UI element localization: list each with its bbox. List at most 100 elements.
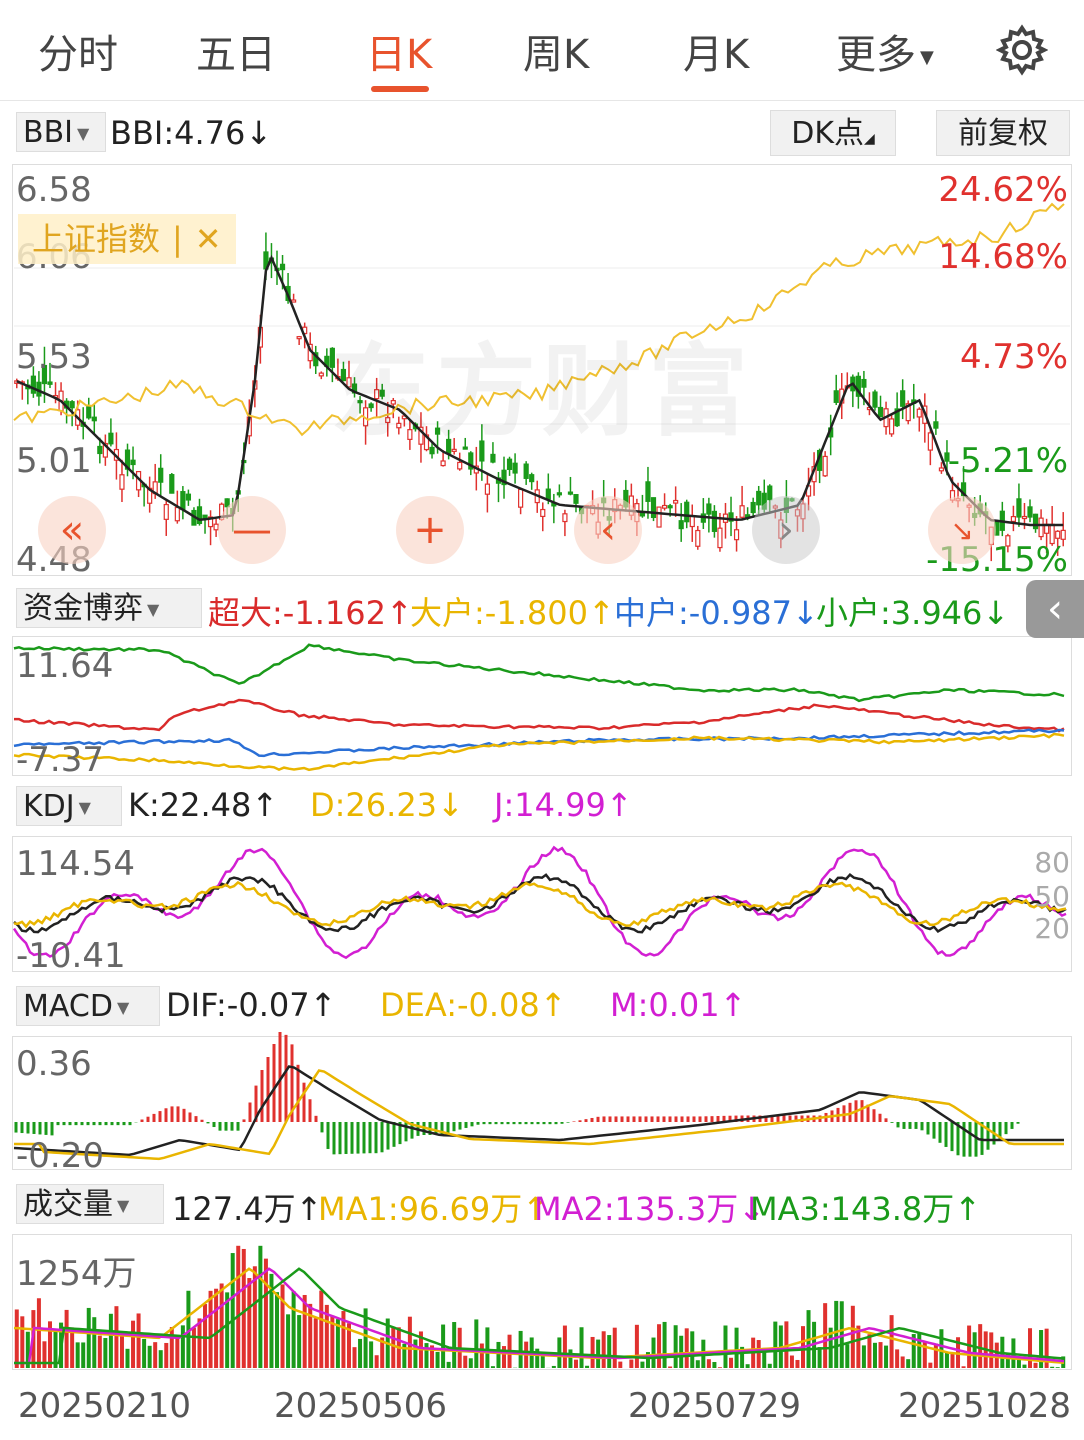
money-flow-select[interactable]: 资金博弈 ▼ <box>16 588 202 628</box>
volume-bar <box>324 1304 329 1368</box>
caret-down-icon: ▼ <box>117 1195 130 1215</box>
macd-frame[interactable] <box>12 1036 1072 1170</box>
volume-bar <box>407 1316 412 1368</box>
chevron-left-icon[interactable]: ‹ <box>574 496 642 564</box>
tab-monthly-k[interactable]: 月K <box>683 32 750 78</box>
reset-arrow-icon[interactable]: ↘ <box>928 496 996 564</box>
adjust-price-button[interactable]: 前复权 <box>936 110 1070 156</box>
volume-bar <box>380 1337 385 1368</box>
candle-body <box>180 491 186 511</box>
volume-bar <box>1050 1366 1055 1368</box>
plus-icon[interactable]: + <box>396 496 464 564</box>
volume-bar <box>640 1361 645 1368</box>
double-chevron-left-icon[interactable]: « <box>38 496 106 564</box>
volume-bar <box>939 1329 944 1368</box>
tab-more[interactable]: 更多 ▼ <box>836 22 934 80</box>
volume-bar <box>944 1351 949 1368</box>
volume-bar <box>573 1359 578 1368</box>
volume-frame[interactable] <box>12 1234 1072 1370</box>
candle-body <box>506 458 513 470</box>
kdj-frame[interactable] <box>12 836 1072 972</box>
candle-body <box>1060 529 1066 540</box>
volume-ma3: MA3:143.8万↑ <box>750 1190 982 1228</box>
volume-bar <box>358 1338 363 1368</box>
volume-bar <box>922 1341 927 1368</box>
candle-body <box>678 520 684 530</box>
candle-body <box>390 400 396 405</box>
tab-five-day[interactable]: 五日 <box>196 32 276 78</box>
candle-body <box>385 417 391 424</box>
volume-bar <box>601 1331 606 1368</box>
candle-body <box>938 467 945 472</box>
macd-dea-line <box>14 1069 1064 1161</box>
money-flow-frame[interactable] <box>12 636 1072 776</box>
macd-select[interactable]: MACD ▼ <box>16 986 160 1026</box>
gear-icon[interactable] <box>995 24 1049 76</box>
super-large-line <box>14 698 1065 733</box>
candle-body <box>523 463 529 479</box>
candle-body <box>86 406 92 419</box>
volume-bar <box>657 1324 662 1368</box>
volume-bar <box>42 1341 47 1368</box>
candle-body <box>340 368 347 382</box>
large-holder-line <box>13 732 1065 772</box>
tab-minute[interactable]: 分时 <box>38 32 118 78</box>
volume-bar <box>867 1334 872 1368</box>
main-indicator-select-label: BBI <box>23 115 74 150</box>
volume-bar <box>319 1290 324 1368</box>
close-icon[interactable]: ✕ <box>194 220 222 258</box>
small-holder-line <box>13 643 1065 703</box>
candle-body <box>767 485 773 501</box>
chevron-right-icon[interactable]: › <box>752 496 820 564</box>
candle-body <box>97 445 103 455</box>
kdj-right-tick: 20 <box>1034 912 1070 945</box>
separator: | <box>172 220 183 258</box>
volume-bar <box>906 1359 911 1368</box>
candle-body <box>645 481 651 502</box>
money-tick: 11.64 <box>16 646 114 686</box>
candle-body <box>562 513 568 523</box>
overlay-index-tag[interactable]: 上证指数 | ✕ <box>18 214 236 264</box>
super-large-value: 超大:-1.162↑ <box>208 594 413 632</box>
candle-body <box>185 493 192 501</box>
volume-bar <box>607 1335 612 1368</box>
minus-icon[interactable]: — <box>218 496 286 564</box>
volume-bar <box>967 1325 972 1368</box>
bbi-value: BBI:4.76↓ <box>110 114 272 152</box>
volume-bar <box>884 1345 889 1368</box>
volume-select[interactable]: 成交量 ▼ <box>16 1184 164 1224</box>
candle-body <box>667 505 673 509</box>
candle-body <box>861 378 867 388</box>
dk-point-button[interactable]: DK点◢ <box>770 110 896 156</box>
macd-tick: 0.36 <box>16 1044 92 1084</box>
tab-daily-k[interactable]: 日K <box>366 32 433 78</box>
kdj-select[interactable]: KDJ ▼ <box>16 786 122 826</box>
candle-body <box>119 474 125 490</box>
volume-bar <box>889 1315 894 1368</box>
volume-bar <box>175 1336 180 1368</box>
candle-body <box>30 375 36 394</box>
volume-bar <box>219 1283 224 1368</box>
volume-bar <box>950 1352 955 1368</box>
volume-bar <box>164 1342 169 1368</box>
volume-bar <box>131 1320 136 1368</box>
volume-bar <box>651 1337 656 1368</box>
volume-bar <box>1039 1330 1044 1368</box>
main-chart-frame[interactable] <box>12 164 1072 576</box>
tab-weekly-k[interactable]: 周K <box>523 32 590 78</box>
candle-body <box>91 416 97 422</box>
candle-body <box>451 448 457 452</box>
date-label: 20251028 <box>898 1386 1072 1426</box>
volume-bar <box>374 1355 379 1368</box>
volume-bar <box>585 1365 590 1368</box>
main-indicator-select[interactable]: BBI ▼ <box>16 112 106 152</box>
volume-bar <box>280 1284 285 1368</box>
pct-tick: 14.68% <box>938 237 1068 277</box>
volume-bar <box>773 1321 778 1368</box>
watermark: 东方财富 <box>330 333 754 450</box>
volume-bar <box>911 1334 916 1368</box>
volume-bar <box>634 1324 639 1368</box>
chevron-left-icon[interactable]: ‹ <box>1026 580 1084 638</box>
volume-bar <box>291 1291 296 1368</box>
volume-bar <box>463 1355 468 1368</box>
